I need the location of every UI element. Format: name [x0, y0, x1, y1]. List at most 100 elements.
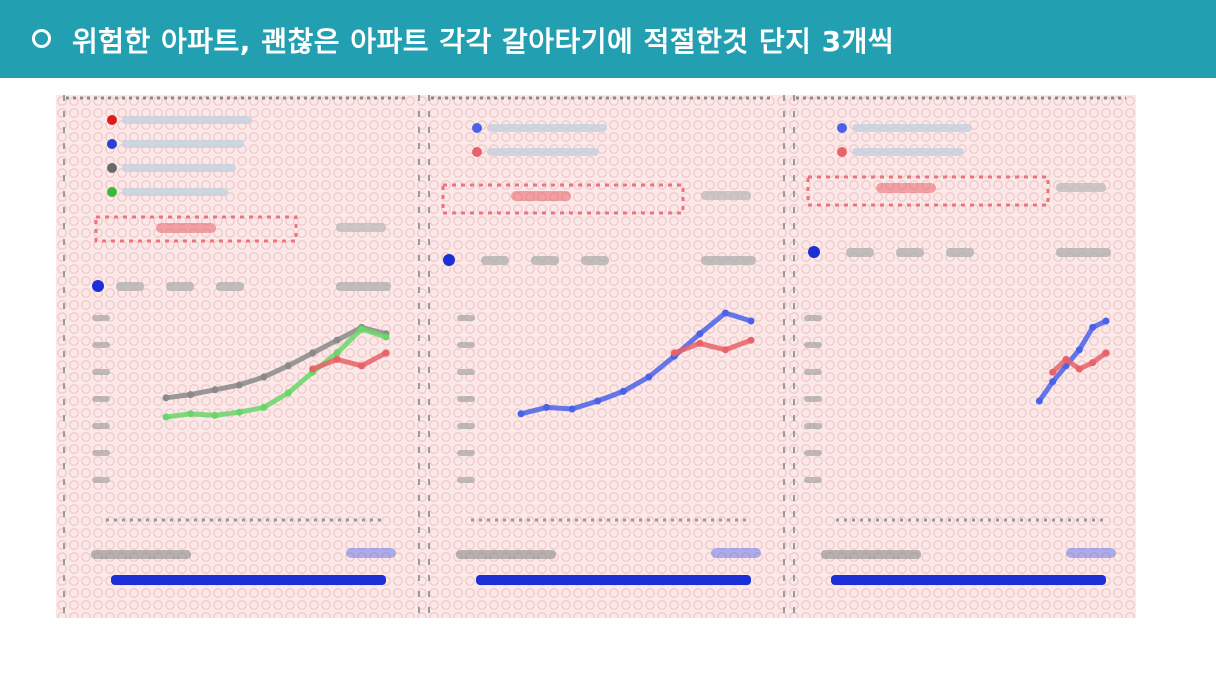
series-point	[382, 333, 390, 341]
volume-bar	[831, 575, 1106, 585]
info-text-blur	[896, 248, 924, 257]
legend-marker	[837, 147, 847, 157]
series-point	[1062, 355, 1070, 363]
date-label-blur	[456, 550, 556, 559]
price-band-note-blur	[1056, 183, 1106, 192]
series-point	[1075, 346, 1083, 354]
circle-bullet-icon	[32, 29, 51, 48]
legend-label-blur	[122, 140, 244, 148]
legend-label-blur	[852, 148, 964, 156]
series-line-1	[163, 324, 389, 401]
series-point	[333, 336, 341, 344]
panel-texture	[56, 95, 1136, 618]
legend-label-blur	[487, 124, 607, 132]
legend-label-blur	[122, 164, 236, 172]
series-point	[1049, 378, 1057, 386]
y-tick-label	[92, 369, 110, 375]
series-point	[260, 403, 268, 411]
series-point	[1075, 365, 1083, 373]
price-band-label-blur	[876, 183, 936, 193]
series-point	[568, 405, 576, 413]
series-line-2	[163, 326, 389, 420]
series-point	[1102, 349, 1110, 357]
y-tick-label	[92, 423, 110, 429]
legend-marker	[107, 163, 117, 173]
series-point	[358, 362, 366, 370]
y-tick-label	[804, 315, 822, 321]
y-tick-label	[92, 315, 110, 321]
info-text-blur-right	[336, 282, 391, 291]
slide-title: 위험한 아파트, 괜찮은 아파트 각각 갈아타기에 적절한것 단지 3개씩	[72, 25, 895, 58]
legend-label-blur	[852, 124, 972, 132]
date-label-blur-right	[711, 548, 761, 558]
legend-marker	[107, 115, 117, 125]
legend-label-blur	[122, 116, 252, 124]
series-point	[670, 349, 678, 357]
series-line-1	[518, 310, 754, 417]
series-point	[211, 386, 219, 394]
series-point	[162, 394, 170, 402]
y-tick-label	[457, 396, 475, 402]
series-point	[260, 373, 268, 381]
y-tick-label	[804, 450, 822, 456]
y-tick-label	[92, 342, 110, 348]
price-band-label-blur	[511, 191, 571, 201]
series-point	[358, 325, 366, 333]
series-point	[1089, 323, 1097, 331]
y-tick-label	[92, 450, 110, 456]
series-point	[309, 365, 317, 373]
price-band	[806, 175, 1050, 207]
info-marker	[92, 280, 104, 292]
legend-marker	[472, 147, 482, 157]
date-label-blur	[821, 550, 921, 559]
info-text-blur-right	[1056, 248, 1111, 257]
info-text-blur	[946, 248, 974, 257]
series-point	[186, 410, 194, 418]
series-point	[235, 381, 243, 389]
legend-marker	[837, 123, 847, 133]
series-point	[1049, 368, 1057, 376]
info-text-blur	[481, 256, 509, 265]
series-point	[747, 336, 755, 344]
info-text-blur	[166, 282, 194, 291]
y-tick-label	[804, 369, 822, 375]
info-text-blur	[531, 256, 559, 265]
price-band-note-blur	[701, 191, 751, 200]
legend-marker	[107, 139, 117, 149]
chart-panels	[56, 95, 1136, 618]
volume-bar	[476, 575, 751, 585]
y-tick-label	[92, 477, 110, 483]
series-point	[721, 309, 729, 317]
series-point	[284, 362, 292, 370]
series-point	[333, 355, 341, 363]
series-point	[382, 349, 390, 357]
series-line-3	[310, 350, 389, 372]
price-band	[94, 215, 298, 243]
date-label-blur-right	[1066, 548, 1116, 558]
series-point	[1035, 397, 1043, 405]
info-text-blur	[216, 282, 244, 291]
series-point	[619, 387, 627, 395]
series-point	[696, 339, 704, 347]
y-tick-label	[457, 369, 475, 375]
series-point	[235, 408, 243, 416]
date-label-blur	[91, 550, 191, 559]
info-marker	[443, 254, 455, 266]
series-line-2	[671, 337, 754, 356]
date-label-blur-right	[346, 548, 396, 558]
legend-marker	[472, 123, 482, 133]
info-text-blur	[581, 256, 609, 265]
y-tick-label	[804, 477, 822, 483]
slide-header: 위험한 아파트, 괜찮은 아파트 각각 갈아타기에 적절한것 단지 3개씩	[0, 0, 1216, 78]
series-point	[284, 389, 292, 397]
legend-label-blur	[122, 188, 228, 196]
info-text-blur	[846, 248, 874, 257]
volume-bar	[111, 575, 386, 585]
y-tick-label	[804, 396, 822, 402]
series-point	[594, 397, 602, 405]
y-tick-label	[92, 396, 110, 402]
info-text-blur-right	[701, 256, 756, 265]
legend-label-blur	[487, 148, 599, 156]
y-tick-label	[804, 423, 822, 429]
series-point	[747, 317, 755, 325]
